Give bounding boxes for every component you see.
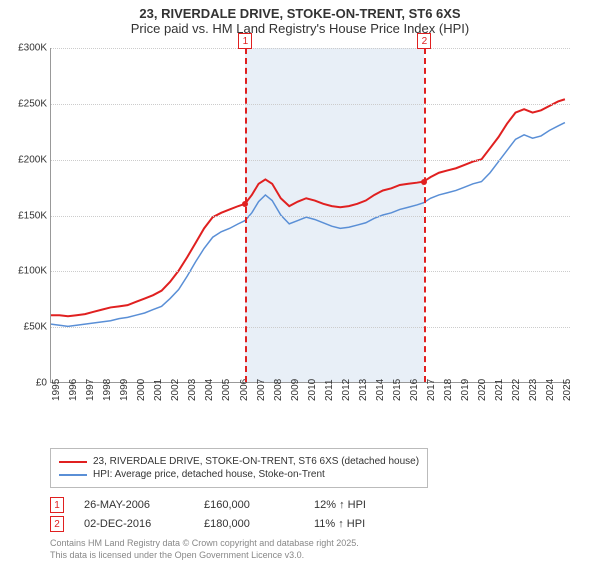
sales-list: 1 26-MAY-2006£160,00012% ↑ HPI 2 02-DEC-201…	[0, 497, 600, 532]
x-axis-label: 1999	[119, 379, 130, 401]
footer-attribution: Contains HM Land Registry data © Crown c…	[50, 538, 600, 561]
legend-label: HPI: Average price, detached house, Stok…	[93, 469, 325, 480]
x-axis-label: 1995	[51, 379, 62, 401]
x-axis-label: 2018	[443, 379, 454, 401]
x-axis-label: 2008	[273, 379, 284, 401]
gridline-h	[51, 160, 570, 161]
gridline-h	[51, 104, 570, 105]
x-axis-label: 2023	[528, 379, 539, 401]
footer-line-2: This data is licensed under the Open Gov…	[50, 550, 600, 561]
sale-date: 02-DEC-2016	[84, 518, 204, 530]
gridline-h	[51, 271, 570, 272]
x-axis-label: 2010	[307, 379, 318, 401]
y-axis-label: £100K	[11, 266, 47, 277]
sale-marker: 2	[417, 33, 431, 49]
x-axis-label: 2002	[170, 379, 181, 401]
x-axis-label: 2024	[545, 379, 556, 401]
chart-area: £0 £50K £100K £150K £200K £250K £300K 1995 1996 1…	[10, 38, 580, 418]
x-axis-label: 2014	[375, 379, 386, 401]
x-axis-label: 2007	[256, 379, 267, 401]
x-axis-label: 1997	[85, 379, 96, 401]
x-axis-label: 2017	[426, 379, 437, 401]
y-axis-label: £150K	[11, 210, 47, 221]
x-axis-label: 2004	[204, 379, 215, 401]
sale-row: 2 02-DEC-2016£180,00011% ↑ HPI	[50, 516, 600, 532]
x-axis-label: 2000	[136, 379, 147, 401]
y-axis-label: £300K	[11, 43, 47, 54]
sale-vline	[245, 48, 247, 382]
x-axis-label: 2015	[392, 379, 403, 401]
legend-box: 23, RIVERDALE DRIVE, STOKE-ON-TRENT, ST6…	[50, 448, 428, 488]
x-axis-label: 2025	[562, 379, 573, 401]
x-axis-label: 2021	[494, 379, 505, 401]
x-axis-label: 2005	[221, 379, 232, 401]
x-axis-label: 2006	[239, 379, 250, 401]
y-axis-label: £250K	[11, 98, 47, 109]
legend-item: 23, RIVERDALE DRIVE, STOKE-ON-TRENT, ST6…	[59, 456, 419, 467]
x-axis-label: 2013	[358, 379, 369, 401]
sale-pct: 11% ↑ HPI	[314, 518, 414, 530]
legend-item: HPI: Average price, detached house, Stok…	[59, 469, 419, 480]
title-line-1: 23, RIVERDALE DRIVE, STOKE-ON-TRENT, ST6…	[0, 6, 600, 21]
legend-swatch	[59, 461, 87, 463]
sale-price: £160,000	[204, 499, 314, 511]
sale-num: 1	[50, 497, 64, 513]
sale-dot	[242, 201, 248, 207]
footer-line-1: Contains HM Land Registry data © Crown c…	[50, 538, 600, 550]
y-axis-label: £200K	[11, 154, 47, 165]
x-axis-label: 1996	[68, 379, 79, 401]
series-line-hpi	[51, 123, 565, 327]
sale-pct: 12% ↑ HPI	[314, 499, 414, 511]
title-line-2: Price paid vs. HM Land Registry's House …	[0, 21, 600, 36]
sale-row: 1 26-MAY-2006£160,00012% ↑ HPI	[50, 497, 600, 513]
x-axis-label: 2009	[290, 379, 301, 401]
legend-label: 23, RIVERDALE DRIVE, STOKE-ON-TRENT, ST6…	[93, 456, 419, 467]
legend-swatch	[59, 474, 87, 476]
gridline-h	[51, 216, 570, 217]
x-axis-label: 2022	[511, 379, 522, 401]
x-axis-label: 1998	[102, 379, 113, 401]
x-axis-label: 2011	[324, 379, 335, 401]
sale-marker: 1	[238, 33, 252, 49]
y-axis-label: £50K	[11, 322, 47, 333]
plot-region: £0£50K£100K£150K£200K£250K£300K199519961…	[50, 48, 570, 383]
gridline-h	[51, 327, 570, 328]
x-axis-label: 2001	[153, 379, 164, 401]
sale-vline	[424, 48, 426, 382]
x-axis-label: 2003	[187, 379, 198, 401]
x-axis-label: 2020	[477, 379, 488, 401]
x-axis-label: 2019	[460, 379, 471, 401]
y-axis-label: £0	[11, 378, 47, 389]
gridline-h	[51, 48, 570, 49]
series-line-price_paid	[51, 99, 565, 316]
sale-dot	[421, 179, 427, 185]
sale-price: £180,000	[204, 518, 314, 530]
x-axis-label: 2016	[409, 379, 420, 401]
sale-date: 26-MAY-2006	[84, 499, 204, 511]
x-axis-label: 2012	[341, 379, 352, 401]
sale-num: 2	[50, 516, 64, 532]
chart-title-block: 23, RIVERDALE DRIVE, STOKE-ON-TRENT, ST6…	[0, 0, 600, 38]
